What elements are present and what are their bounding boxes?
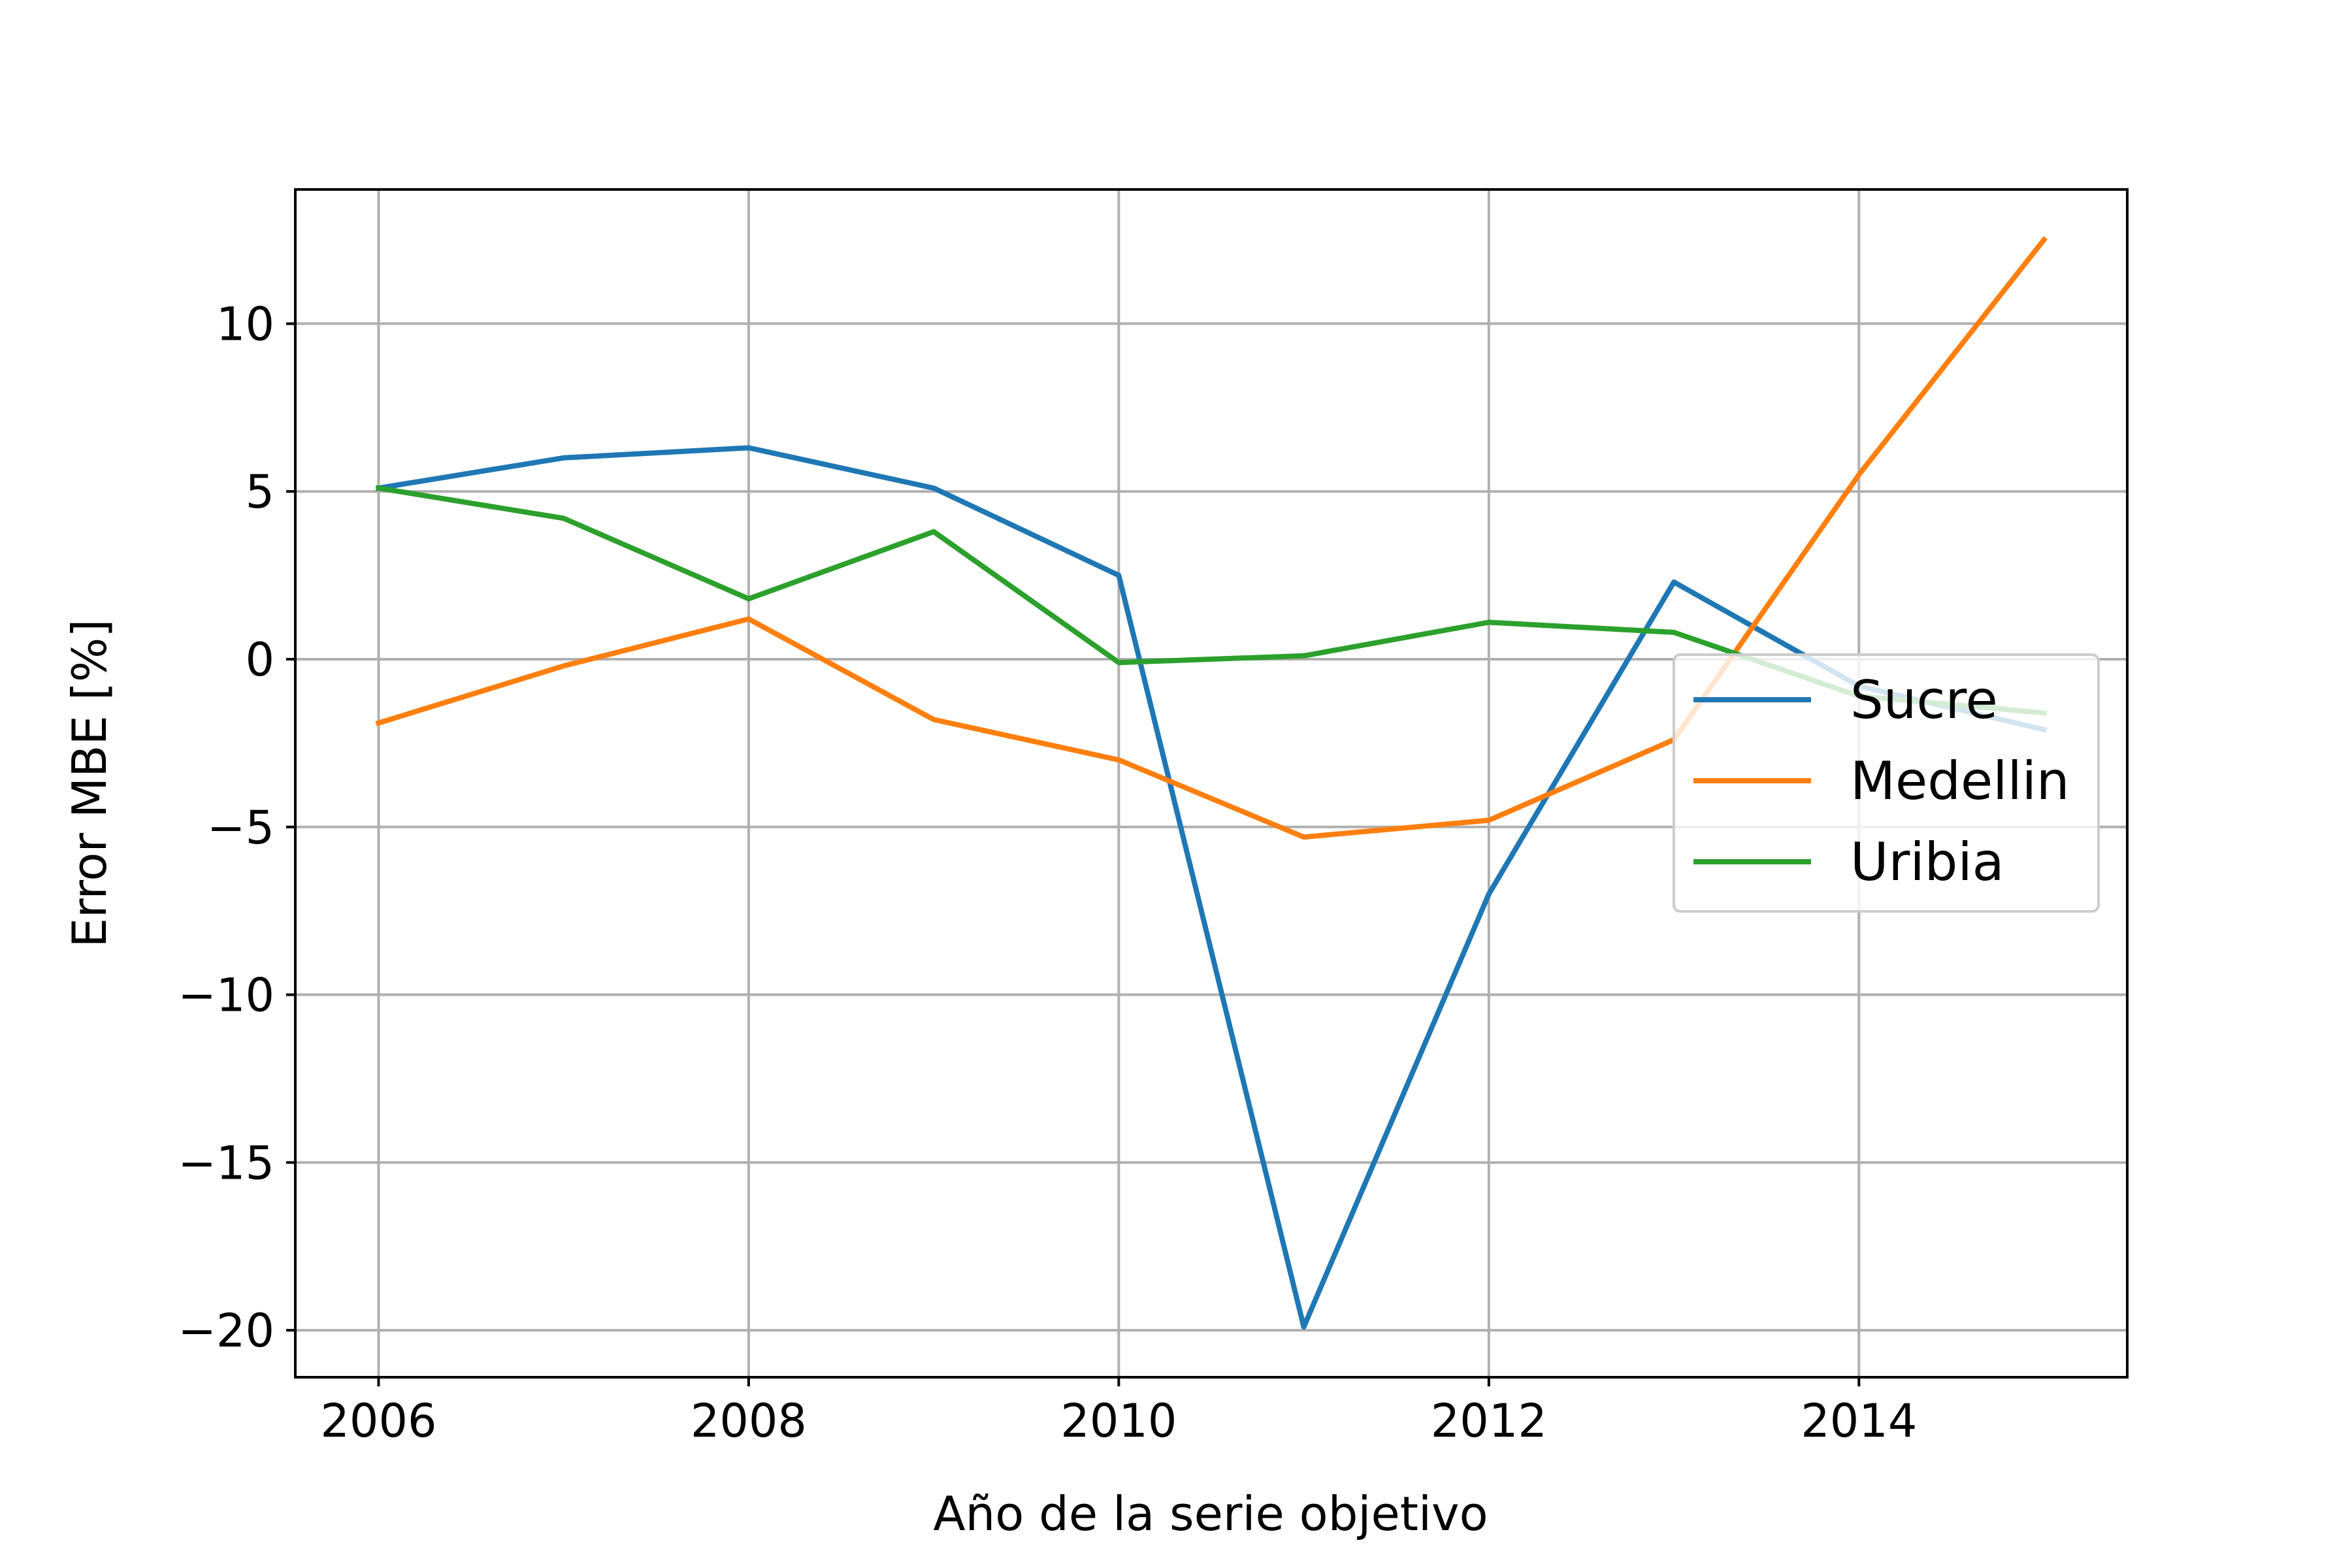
y-tick-label: −10 xyxy=(178,969,274,1022)
legend-label-medellin: Medellin xyxy=(1850,751,2070,811)
x-tick-label: 2010 xyxy=(1060,1394,1177,1448)
x-axis: 2006 2008 2010 2012 2014 xyxy=(320,1377,1917,1448)
legend-box xyxy=(1673,653,2100,913)
legend-label-sucre: Sucre xyxy=(1850,670,1998,730)
x-tick-label: 2008 xyxy=(691,1394,807,1448)
legend: Sucre Medellin Uribia xyxy=(1673,653,2100,913)
series-line-sucre xyxy=(375,445,2048,1330)
y-tick-label: −5 xyxy=(207,801,274,855)
y-tick-label: −15 xyxy=(178,1136,274,1190)
y-axis: 10 5 0 −5 −10 −15 −20 xyxy=(178,297,295,1358)
y-tick-label: 0 xyxy=(245,633,274,687)
x-tick-label: 2014 xyxy=(1801,1394,1917,1448)
x-tick-label: 2006 xyxy=(320,1394,436,1448)
y-axis-label: Error MBE [%] xyxy=(62,619,117,948)
x-tick-label: 2012 xyxy=(1431,1394,1547,1448)
y-tick-label: −20 xyxy=(178,1304,274,1358)
plot-frame xyxy=(294,188,2129,1379)
legend-label-uribia: Uribia xyxy=(1850,832,2004,892)
series-line-medellin xyxy=(375,236,2048,840)
y-tick-label: 5 xyxy=(245,465,274,519)
y-tick-label: 10 xyxy=(216,297,274,351)
x-axis-label: Año de la serie objetivo xyxy=(933,1486,1488,1541)
